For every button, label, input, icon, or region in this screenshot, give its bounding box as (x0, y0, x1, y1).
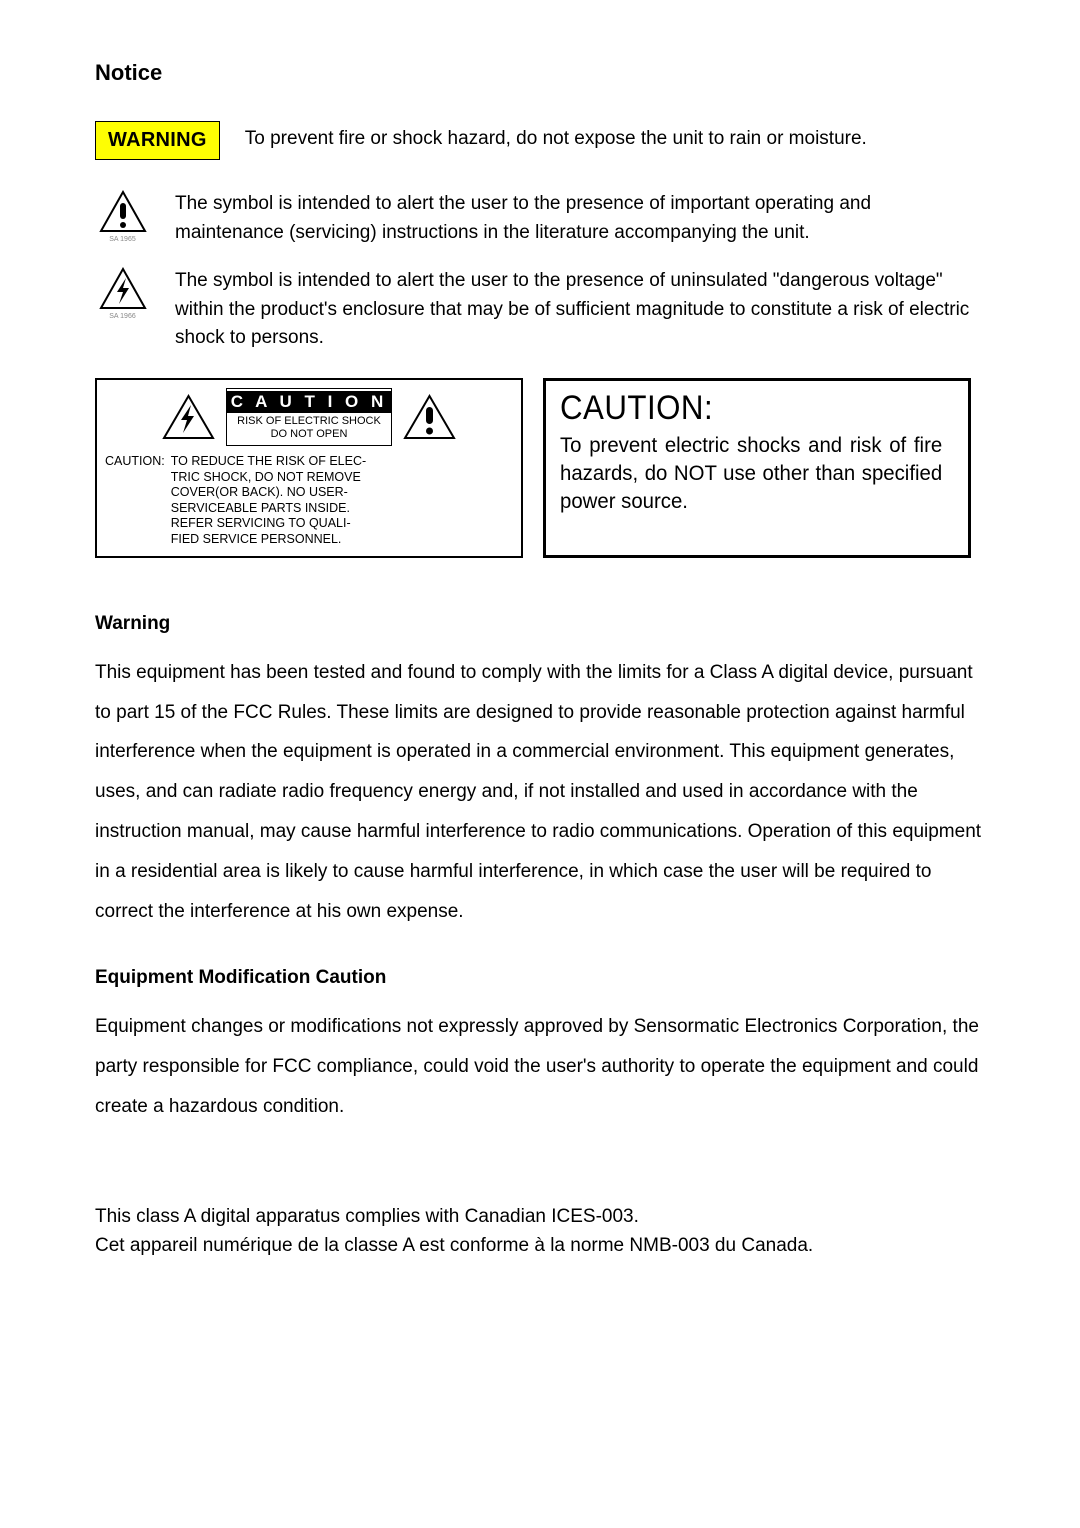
caution-bottom-label: CAUTION: (105, 454, 171, 548)
symbol-row-exclamation: SA 1965 The symbol is intended to alert … (95, 190, 985, 247)
triangle-lightning-icon: SA 1966 (95, 267, 150, 320)
warning-row: WARNING To prevent fire or shock hazard,… (95, 121, 985, 160)
modification-body: Equipment changes or modifications not e… (95, 1007, 985, 1127)
triangle-exclamation-icon: SA 1965 (95, 190, 150, 243)
caution-right-body: To prevent electric shocks and risk of f… (560, 432, 942, 517)
modification-section: Equipment Modification Caution Equipment… (95, 967, 985, 1127)
caution-bottom-body: TO REDUCE THE RISK OF ELEC- TRIC SHOCK, … (171, 454, 366, 548)
caution-panels: C A U T I O N RISK OF ELECTRIC SHOCK DO … (95, 378, 985, 558)
warning-section: Warning This equipment has been tested a… (95, 613, 985, 932)
symbol-row-lightning: SA 1966 The symbol is intended to alert … (95, 267, 985, 353)
icon-code-label: SA 1966 (109, 313, 135, 320)
caution-sub2: DO NOT OPEN (235, 428, 384, 441)
warning-badge: WARNING (95, 121, 220, 160)
triangle-exclamation-small-icon (402, 393, 457, 441)
footer-line-1: This class A digital apparatus complies … (95, 1202, 985, 1231)
caution-sub1: RISK OF ELECTRIC SHOCK (235, 415, 384, 428)
page-title: Notice (95, 60, 985, 86)
caution-panel-right: CAUTION: To prevent electric shocks and … (543, 378, 971, 558)
footer-line-2: Cet appareil numérique de la classe A es… (95, 1231, 985, 1260)
symbol-exclamation-text: The symbol is intended to alert the user… (175, 190, 985, 247)
warning-badge-text: To prevent fire or shock hazard, do not … (245, 121, 867, 153)
modification-heading: Equipment Modification Caution (95, 967, 985, 989)
warning-body: This equipment has been tested and found… (95, 653, 985, 932)
triangle-lightning-small-icon (161, 393, 216, 441)
symbol-lightning-text: The symbol is intended to alert the user… (175, 267, 985, 353)
warning-heading: Warning (95, 613, 985, 635)
caution-header: C A U T I O N (227, 391, 392, 413)
icon-code-label: SA 1965 (109, 236, 135, 243)
caution-right-header: CAUTION: (560, 389, 922, 428)
caution-panel-left: C A U T I O N RISK OF ELECTRIC SHOCK DO … (95, 378, 523, 558)
